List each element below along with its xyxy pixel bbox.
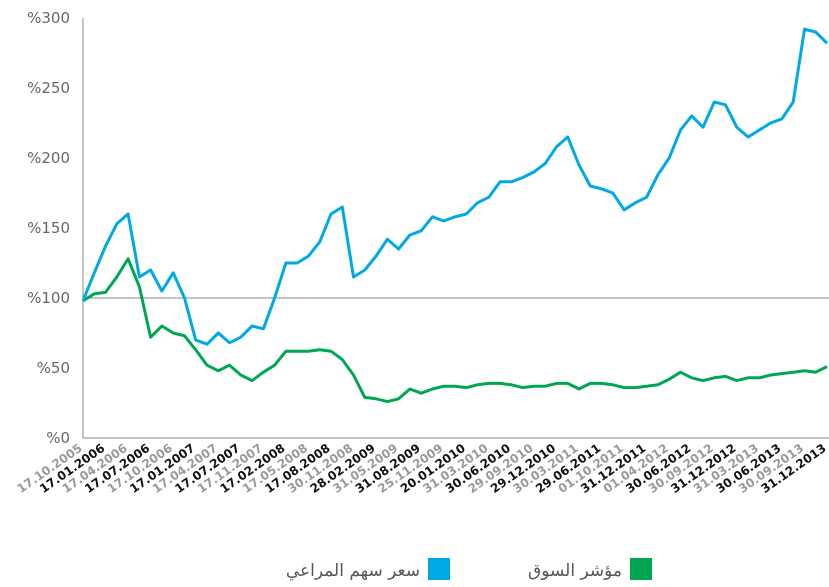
y-tick-label: %300 — [27, 9, 70, 27]
series-line — [81, 27, 829, 346]
series-line — [82, 257, 828, 404]
y-tick-label: %250 — [27, 79, 70, 97]
y-tick-label: %100 — [27, 289, 70, 307]
legend-label: سعر سهم المراعي — [286, 561, 420, 581]
legend-swatch — [428, 558, 450, 580]
legend-label: مؤشر السوق — [528, 561, 622, 581]
y-tick-label: %50 — [37, 359, 70, 377]
y-tick-label: %150 — [27, 219, 70, 237]
legend-swatch — [630, 558, 652, 580]
y-tick-label: %0 — [46, 429, 70, 447]
y-tick-label: %200 — [27, 149, 70, 167]
